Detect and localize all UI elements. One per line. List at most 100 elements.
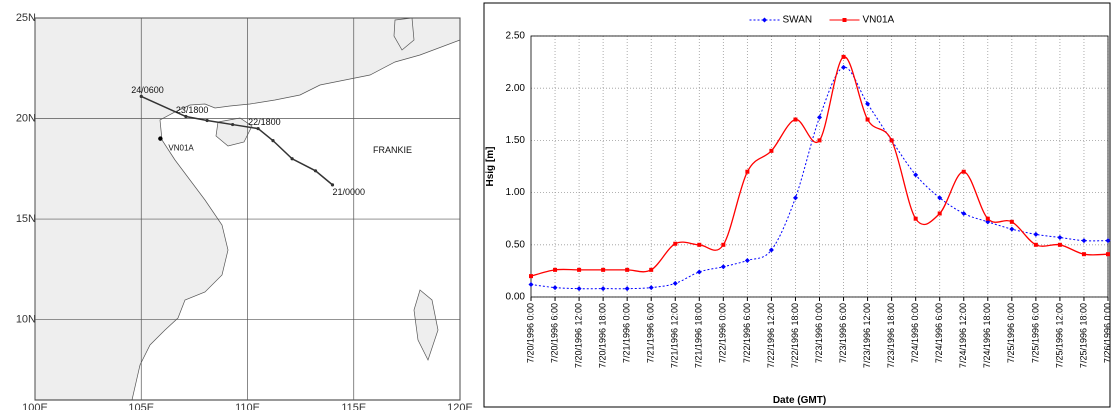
data-point xyxy=(696,269,702,275)
data-point xyxy=(720,264,726,270)
x-tick-label: 110E xyxy=(235,402,260,410)
data-point xyxy=(577,267,582,272)
data-point xyxy=(1057,234,1063,240)
data-point xyxy=(1057,242,1062,247)
y-tick-label: 20N xyxy=(16,112,36,124)
data-point xyxy=(1009,226,1015,232)
data-point xyxy=(552,285,558,291)
x-tick-label: 7/20/1996 0:00 xyxy=(525,303,535,363)
data-point xyxy=(865,101,871,107)
track-name: FRANKIE xyxy=(373,145,412,155)
data-point xyxy=(649,267,654,272)
data-point xyxy=(961,169,966,174)
track-point xyxy=(313,169,318,173)
legend-label: SWAN xyxy=(783,15,813,26)
data-point xyxy=(913,172,919,178)
track-point xyxy=(271,139,275,143)
track-point xyxy=(184,114,188,119)
data-point xyxy=(1105,238,1111,244)
data-point xyxy=(985,216,990,221)
data-point xyxy=(697,242,702,247)
x-axis-label: Date (GMT) xyxy=(773,395,826,406)
data-point xyxy=(744,257,750,263)
x-tick-label: 7/25/1996 12:00 xyxy=(1054,303,1064,368)
data-point xyxy=(793,117,798,122)
legend-marker xyxy=(842,18,847,22)
data-point xyxy=(841,54,846,59)
data-point xyxy=(769,148,774,153)
chart-frame xyxy=(483,2,1111,408)
data-point xyxy=(529,274,533,279)
data-point xyxy=(648,285,654,291)
x-tick-label: 120E xyxy=(447,402,473,410)
track-point xyxy=(330,183,335,187)
x-tick-label: 7/25/1996 18:00 xyxy=(1078,303,1088,368)
data-point xyxy=(673,241,678,246)
data-point xyxy=(768,247,774,253)
data-point xyxy=(1009,219,1014,224)
data-point xyxy=(625,267,630,272)
x-tick-label: 7/23/1996 6:00 xyxy=(838,303,848,363)
legend-label: VN01A xyxy=(863,15,895,26)
hainan xyxy=(215,117,253,147)
data-point xyxy=(1033,231,1039,237)
data-point xyxy=(913,216,918,221)
x-tick-label: 7/23/1996 0:00 xyxy=(814,303,824,363)
data-point xyxy=(624,286,630,292)
y-tick-label: 15N xyxy=(16,213,36,225)
x-tick-label: 7/22/1996 6:00 xyxy=(742,303,752,363)
x-tick-label: 7/21/1996 12:00 xyxy=(670,303,680,368)
y-tick-label: 1.50 xyxy=(506,135,526,146)
data-point xyxy=(601,267,606,272)
data-point xyxy=(576,286,582,292)
data-point xyxy=(600,286,606,292)
x-tick-label: 7/21/1996 6:00 xyxy=(646,303,656,363)
y-tick-label: 25N xyxy=(16,12,36,24)
data-point xyxy=(1081,238,1087,244)
y-tick-label: 0.00 xyxy=(506,292,526,303)
data-point xyxy=(889,138,894,143)
x-tick-label: 7/22/1996 18:00 xyxy=(790,303,800,368)
legend-marker xyxy=(762,17,767,23)
point-label: 23/1800 xyxy=(176,105,209,115)
x-tick-label: 7/22/1996 12:00 xyxy=(766,303,776,368)
x-tick-label: 7/21/1996 18:00 xyxy=(694,303,704,368)
y-tick-label: 2.00 xyxy=(506,83,526,94)
y-tick-label: 1.00 xyxy=(506,187,526,198)
x-tick-label: 105E xyxy=(128,402,154,410)
data-point xyxy=(672,280,678,286)
x-tick-label: 7/21/1996 0:00 xyxy=(622,303,632,363)
data-point xyxy=(937,211,942,216)
data-point xyxy=(721,242,726,247)
station-label: VN01A xyxy=(168,144,194,153)
y-tick-label: 10N xyxy=(16,313,36,325)
x-tick-label: 7/20/1996 12:00 xyxy=(573,303,583,368)
track-point xyxy=(231,122,235,127)
x-tick-label: 7/25/1996 0:00 xyxy=(1006,303,1016,363)
y-axis-label: Hsig [m] xyxy=(485,147,496,187)
plot-area xyxy=(530,35,1109,298)
data-point xyxy=(817,114,822,120)
data-point xyxy=(865,117,870,122)
x-tick-label: 115E xyxy=(341,402,366,410)
data-point xyxy=(528,281,534,287)
x-tick-label: 7/24/1996 12:00 xyxy=(958,303,968,368)
x-tick-label: 7/24/1996 0:00 xyxy=(910,303,920,363)
data-point xyxy=(1081,252,1086,257)
point-label: 21/0000 xyxy=(333,187,366,197)
island xyxy=(413,289,439,361)
x-tick-label: 7/24/1996 6:00 xyxy=(934,303,944,363)
data-point xyxy=(817,138,822,143)
point-label: 22/1800 xyxy=(248,117,281,127)
x-tick-label: 7/20/1996 18:00 xyxy=(598,303,608,368)
x-tick-label: 7/24/1996 18:00 xyxy=(982,303,992,368)
x-tick-label: 7/26/1996 0:00 xyxy=(1102,303,1112,363)
x-tick-label: 7/20/1996 6:00 xyxy=(549,303,559,363)
data-point xyxy=(553,267,558,272)
track-point xyxy=(256,126,260,131)
x-tick-label: 7/23/1996 12:00 xyxy=(862,303,872,368)
data-point xyxy=(1033,242,1038,247)
data-point xyxy=(745,169,750,174)
x-tick-label: 7/25/1996 6:00 xyxy=(1030,303,1040,363)
